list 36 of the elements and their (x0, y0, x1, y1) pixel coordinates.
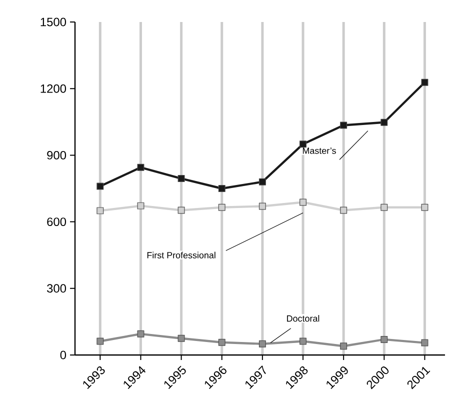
series-label: Master’s (302, 148, 336, 154)
point (137, 330, 144, 338)
point (218, 204, 226, 211)
point (421, 204, 428, 211)
y-tick-label: 300 (47, 284, 66, 293)
point (258, 202, 266, 210)
text: First Professional (147, 252, 216, 258)
point (178, 334, 185, 342)
point (218, 185, 226, 192)
point (300, 198, 306, 206)
point (96, 338, 104, 345)
point (178, 206, 185, 214)
y-tick-label: 600 (47, 218, 66, 226)
point (300, 140, 306, 148)
point (258, 340, 266, 348)
y-tick-label: 900 (47, 150, 66, 160)
point (421, 339, 428, 346)
point (178, 175, 185, 182)
point (137, 202, 144, 210)
y-tick-label: 1500 (40, 18, 66, 26)
point (340, 206, 348, 214)
point (96, 182, 104, 190)
point (340, 342, 348, 350)
point (380, 336, 388, 343)
y-tick-label: 1200 (40, 84, 66, 93)
y-tick-label: 0 (60, 350, 66, 360)
point (258, 178, 266, 186)
text: Doctoral (287, 315, 320, 322)
point (380, 204, 388, 211)
point (218, 338, 226, 346)
point (340, 122, 348, 129)
point (421, 78, 428, 86)
point (137, 164, 144, 171)
point (96, 207, 104, 214)
point (380, 118, 388, 126)
point (300, 338, 306, 345)
